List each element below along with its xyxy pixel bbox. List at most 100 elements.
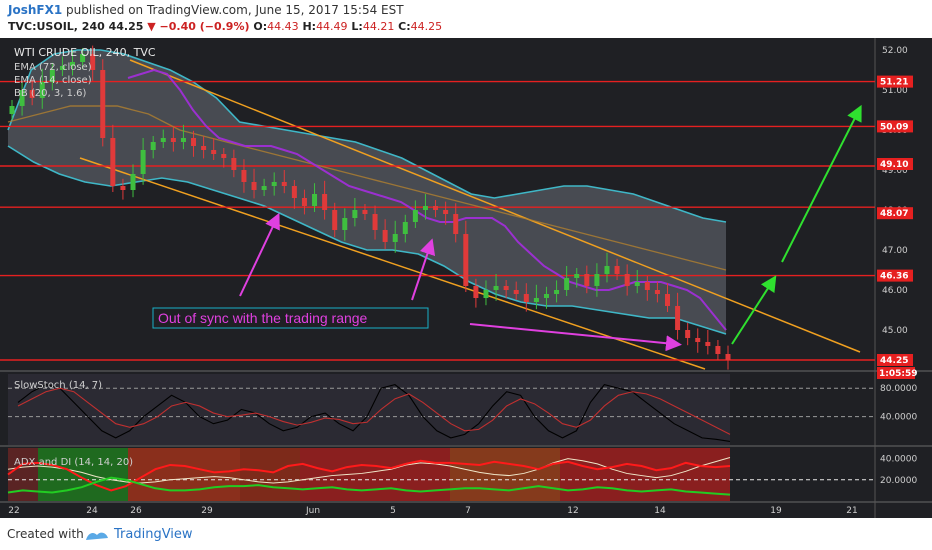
candle-body <box>624 274 630 286</box>
price-tick: 46.00 <box>882 286 908 296</box>
tradingview-brand[interactable]: TradingView <box>114 527 193 542</box>
candle-body <box>503 286 509 290</box>
candle-body <box>543 294 549 298</box>
stoch-series-line <box>17 384 731 442</box>
channel-upper-line <box>129 59 861 353</box>
price-label: 50.09 <box>880 122 908 132</box>
candle-body <box>463 234 469 286</box>
candle-body <box>49 70 55 82</box>
tradingview-logo-icon <box>86 532 108 540</box>
price-label: 44.25 <box>880 356 908 366</box>
grid-lines <box>0 38 932 518</box>
channel-lower-line <box>79 157 706 370</box>
time-tick: 12 <box>567 506 578 516</box>
time-tick: 14 <box>654 506 666 516</box>
price-label-bg <box>877 158 913 170</box>
candle-body <box>241 170 247 182</box>
stoch-tick: 80.0000 <box>880 384 917 394</box>
candle-body <box>271 182 277 186</box>
countdown-label: 1:05:59 <box>879 369 918 379</box>
candle-body <box>29 90 35 98</box>
price-label-bg <box>877 75 913 88</box>
candle-body <box>362 210 368 214</box>
adx-series-line <box>7 459 731 492</box>
candle-body <box>614 266 620 274</box>
candle-body <box>604 266 610 274</box>
main-title: WTI CRUDE OIL, 240, TVC <box>14 46 156 59</box>
magenta-arrow <box>469 323 682 352</box>
time-tick: 7 <box>465 506 471 516</box>
adx-bg-block <box>450 448 560 501</box>
created-with-text: Created with <box>7 527 84 541</box>
chart-svg[interactable]: 52.0051.0050.0049.0048.0047.0046.0045.00… <box>0 38 932 518</box>
adx-tick: 40.0000 <box>880 455 917 465</box>
close-label: C: <box>398 20 411 33</box>
price-label-bg <box>877 269 913 282</box>
time-tick: 24 <box>86 506 98 516</box>
adx-bg-block <box>300 448 450 501</box>
candle-body <box>332 210 338 230</box>
publish-info: published on TradingView.com, June 15, 2… <box>66 3 404 17</box>
candle-body <box>443 210 449 214</box>
candle-body <box>402 222 408 234</box>
price-tick: 51.00 <box>882 86 908 96</box>
ohlc-line: TVC:USOIL, 240 44.25 ▼ −0.40 (−0.9%) O:4… <box>8 20 442 33</box>
candle-body <box>685 330 691 338</box>
adx-title: ADX and DI (14, 14, 20) <box>14 457 133 468</box>
candle-body <box>59 66 65 70</box>
candle-body <box>493 286 499 290</box>
candle-body <box>422 206 428 210</box>
time-tick: 29 <box>201 506 213 516</box>
candle-body <box>221 154 227 158</box>
candle-body <box>211 150 217 154</box>
candle-body <box>342 218 348 230</box>
candle-body <box>382 230 388 242</box>
chart-area[interactable]: 52.0051.0050.0049.0048.0047.0046.0045.00… <box>0 38 932 518</box>
candle-body <box>664 294 670 306</box>
candle-body <box>644 282 650 290</box>
annotation-arrows <box>239 104 862 352</box>
candle-body <box>80 54 86 62</box>
adx-bg-block <box>240 448 300 501</box>
indicator-panes <box>7 384 875 496</box>
legend-bb: BB (20, 3, 1.6) <box>14 88 87 99</box>
time-tick: 22 <box>8 506 19 516</box>
price-label: 48.07 <box>880 209 908 219</box>
time-tick: 26 <box>130 506 142 516</box>
price-label-bg <box>877 354 913 366</box>
price-tick: 47.00 <box>882 246 908 256</box>
candle-body <box>201 146 207 150</box>
candle-body <box>473 286 479 298</box>
candle-body <box>301 198 307 206</box>
price-label-bg <box>877 120 913 133</box>
author-link[interactable]: JoshFX1 <box>8 3 63 17</box>
candle-body <box>150 142 156 150</box>
candle-body <box>715 346 721 354</box>
magenta-arrow <box>411 238 436 301</box>
high-value: 44.49 <box>316 20 348 33</box>
candle-body <box>231 158 237 170</box>
bb-upper-line <box>7 49 727 223</box>
candle-body <box>675 306 681 330</box>
candle-body <box>191 138 197 146</box>
candle-body <box>312 194 318 206</box>
candle-body <box>180 138 186 142</box>
price-tick: 45.00 <box>882 326 908 336</box>
stoch-title: SlowStoch (14, 7) <box>14 380 102 391</box>
time-tick: 19 <box>770 506 782 516</box>
ema72-line <box>7 105 727 271</box>
low-label: L: <box>351 20 363 33</box>
stoch-series-line <box>17 387 731 435</box>
candle-body <box>412 210 418 222</box>
horizontal-levels <box>0 80 875 361</box>
chart-header: JoshFX1 published on TradingView.com, Ju… <box>0 0 932 38</box>
candle-body <box>564 278 570 290</box>
magenta-arrow <box>239 212 280 297</box>
green-arrow <box>781 104 862 263</box>
annotation-box <box>152 307 429 329</box>
candle-body <box>654 290 660 294</box>
high-label: H: <box>302 20 317 33</box>
price-label: 49.10 <box>880 160 908 170</box>
candle-body <box>634 282 640 286</box>
candle-body <box>554 290 560 294</box>
